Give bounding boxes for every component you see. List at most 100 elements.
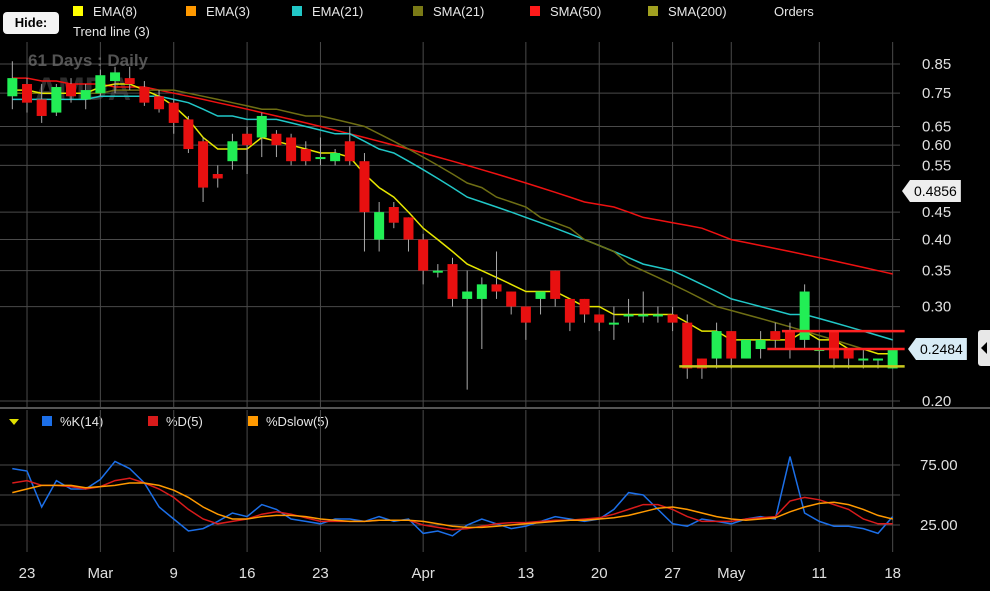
last-price-badge: 0.2484 — [908, 338, 967, 360]
candle — [711, 322, 722, 369]
date-tick-label: 23 — [19, 565, 36, 582]
candle-body — [36, 99, 47, 116]
candle-body — [491, 284, 502, 292]
price-tick-label: 0.40 — [922, 232, 951, 249]
candle — [550, 270, 561, 307]
candle-body — [198, 141, 209, 188]
legend-swatch — [648, 6, 658, 16]
legend-item-label[interactable]: EMA(3) — [206, 4, 251, 19]
legend-swatch — [530, 6, 540, 16]
legend-item-label[interactable]: SMA(21) — [433, 4, 485, 19]
candle — [755, 331, 766, 359]
moving-average-lines — [12, 77, 893, 355]
indicator-legend-bar: Hide: EMA(8) EMA(3) EMA(21) SMA(21) SMA(50) S… — [0, 0, 990, 42]
candle-body — [652, 314, 663, 317]
stochastic-line — [12, 482, 893, 529]
date-tick-label: Apr — [411, 565, 434, 582]
candle-body — [168, 102, 179, 123]
candle-body — [550, 270, 561, 299]
candle-body — [535, 291, 546, 299]
candle — [154, 90, 165, 113]
candle-body — [784, 331, 795, 350]
candle — [432, 264, 443, 278]
candle-body — [770, 331, 781, 340]
candle-body — [872, 358, 883, 361]
candle — [667, 306, 678, 332]
stochastic-tick-label: 25.00 — [920, 517, 958, 534]
stochastic-tick-label: 75.00 — [920, 457, 958, 474]
candle — [696, 358, 707, 379]
price-chart[interactable]: 61 Days : Daily AMDA 0.850.750.650.600.5… — [0, 42, 990, 410]
price-axis-labels: 0.85 0.75 0.65 0.60 0.55 0.45 0.40 0.35 0.30 0.20 — [922, 56, 951, 410]
candle — [564, 298, 575, 332]
legend-item-label[interactable]: SMA(200) — [668, 4, 727, 19]
candle — [418, 233, 429, 285]
candle — [256, 112, 267, 158]
candle — [212, 165, 223, 188]
candle — [447, 257, 458, 307]
date-tick-label: 9 — [170, 565, 178, 582]
candle-body — [623, 314, 634, 317]
candle — [491, 251, 502, 299]
candle-body — [124, 78, 135, 85]
candle-body — [667, 314, 678, 323]
price-tick-label: 0.65 — [922, 118, 951, 135]
line-sma50 — [12, 77, 893, 275]
candle — [799, 284, 810, 350]
candle-body — [711, 331, 722, 359]
candle-body — [843, 349, 854, 359]
candle — [476, 277, 487, 350]
candle-body — [579, 298, 590, 315]
orders-toggle[interactable]: Orders — [774, 4, 814, 19]
panel-collapse-icon[interactable] — [9, 419, 19, 425]
trend-lines — [679, 329, 905, 368]
legend-item-label[interactable]: EMA(21) — [312, 4, 364, 19]
candle-body — [51, 87, 62, 113]
candle — [579, 298, 590, 323]
candle-body — [682, 322, 693, 369]
candle-body — [755, 339, 766, 350]
candle — [403, 217, 414, 252]
candle — [740, 339, 751, 359]
legend-item-label: %Dslow(5) — [266, 414, 329, 429]
candle-body — [432, 270, 443, 273]
trend-line-toggle[interactable]: Trend line (3) — [73, 24, 150, 39]
price-tick-label: 0.35 — [922, 263, 951, 280]
date-tick-label: 27 — [664, 565, 681, 582]
candle-body — [638, 314, 649, 317]
candle — [51, 84, 62, 116]
candle — [286, 133, 297, 166]
panel-divider[interactable] — [0, 407, 990, 409]
date-tick-label: May — [717, 565, 746, 582]
legend-swatch — [148, 416, 158, 426]
candle — [139, 81, 150, 106]
legend-item-label[interactable]: SMA(50) — [550, 4, 602, 19]
candle — [462, 270, 473, 390]
candle — [638, 291, 649, 323]
line-sma21 — [12, 89, 893, 350]
current-price-badge: 0.4856 — [902, 180, 961, 202]
candle — [608, 306, 619, 340]
candle — [652, 306, 663, 323]
legend-item-label[interactable]: EMA(8) — [93, 4, 138, 19]
candle — [594, 314, 605, 332]
stochastic-panel[interactable]: %K(14) %D(5) %Dslow(5) 75.00 25.00 23 Mar 9 16… — [0, 410, 990, 591]
right-panel-handle[interactable] — [978, 330, 990, 366]
candle — [359, 153, 370, 252]
candle — [66, 78, 77, 103]
candle-body — [506, 291, 517, 307]
candle-body — [110, 72, 121, 82]
date-axis-labels: 23 Mar 9 16 23 Apr 13 20 27 May 11 18 — [19, 565, 901, 582]
date-tick-label: Mar — [87, 565, 113, 582]
candle-body — [7, 78, 18, 97]
stochastic-line — [12, 477, 893, 531]
date-tick-label: 13 — [518, 565, 535, 582]
candle-body — [344, 141, 355, 162]
hide-button[interactable]: Hide: — [3, 12, 59, 34]
date-tick-label: 18 — [884, 565, 901, 582]
candle-body — [418, 239, 429, 271]
candle — [242, 126, 253, 175]
candle-body — [330, 153, 341, 162]
price-tick-label: 0.60 — [922, 137, 951, 154]
candlesticks — [7, 61, 898, 390]
